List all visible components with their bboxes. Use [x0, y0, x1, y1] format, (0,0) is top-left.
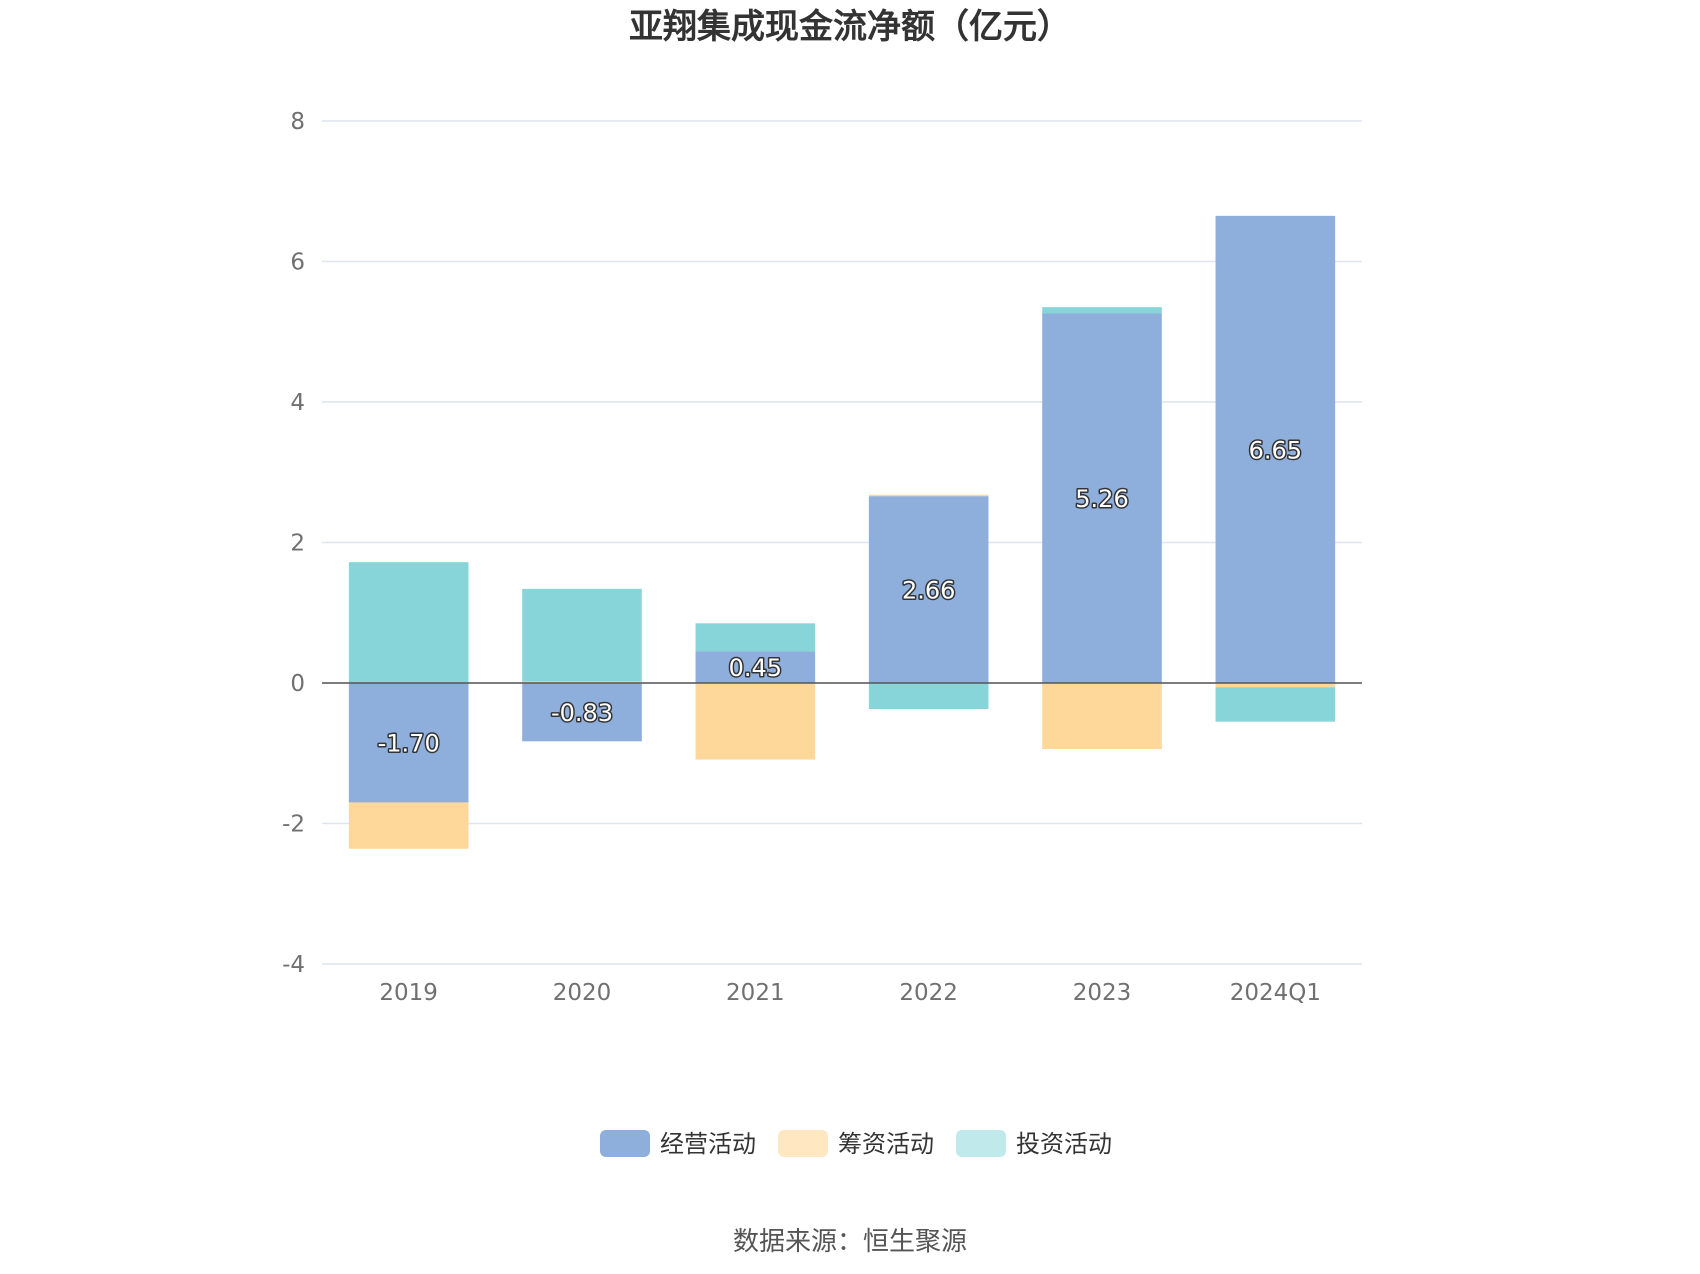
- x-tick-label: 2022: [899, 980, 958, 1006]
- data-label: 6.65: [1249, 436, 1302, 464]
- data-label: 5.26: [1075, 485, 1128, 513]
- y-tick-label: 2: [290, 531, 305, 557]
- legend-swatch: [956, 1130, 1006, 1157]
- bar-segment: [348, 562, 469, 683]
- bar-segment: [695, 623, 816, 652]
- data-label: 0.45: [729, 654, 782, 682]
- data-label: -0.83: [551, 699, 613, 727]
- legend-label: 投资活动: [1016, 1130, 1112, 1158]
- x-axis: 2019 2020 2021 2022 2023 2024Q1: [379, 980, 1321, 1006]
- bar-segment: [695, 683, 816, 760]
- x-tick-label: 2020: [553, 980, 612, 1006]
- x-tick-label: 2024Q1: [1230, 980, 1321, 1006]
- bar-segment: [1215, 687, 1336, 722]
- bar-segment: [1042, 683, 1162, 750]
- bar-segment: [695, 651, 816, 683]
- bar-segment: [1215, 215, 1336, 683]
- legend-item[interactable]: 投资活动: [956, 1130, 1112, 1158]
- x-tick-label: 2021: [726, 980, 785, 1006]
- chart-title: 亚翔集成现金流净额（亿元）: [629, 7, 1071, 47]
- bar-segment: [868, 496, 989, 683]
- y-tick-label: -4: [282, 952, 305, 978]
- y-axis: 8 6 4 2 0 -2 -4: [282, 109, 305, 978]
- legend-swatch: [778, 1130, 828, 1157]
- bar-segment: [348, 683, 469, 803]
- y-tick-label: 4: [290, 390, 305, 416]
- bar-segment: [1215, 683, 1336, 688]
- bar-segment: [348, 802, 469, 849]
- bar-segment: [522, 588, 642, 682]
- legend-label: 筹资活动: [838, 1130, 934, 1158]
- y-tick-label: -2: [282, 812, 305, 838]
- bar-segment: [868, 494, 989, 497]
- x-tick-label: 2023: [1073, 980, 1132, 1006]
- bar-segment: [868, 683, 989, 709]
- bars: [348, 215, 1336, 849]
- legend-item[interactable]: 经营活动: [600, 1130, 756, 1158]
- x-tick-label: 2019: [379, 980, 438, 1006]
- legend-label: 经营活动: [660, 1130, 756, 1158]
- data-labels: -1.70 -0.83 0.45 2.66 5.26 6.65: [376, 435, 1303, 759]
- y-tick-label: 0: [290, 671, 305, 697]
- bar-segment: [522, 683, 642, 742]
- legend: 经营活动 筹资活动 投资活动: [600, 1130, 1112, 1158]
- data-label: 2.66: [902, 577, 955, 605]
- bar-segment: [1042, 307, 1162, 314]
- legend-swatch: [600, 1130, 650, 1157]
- source-note: 数据来源：恒生聚源: [733, 1227, 967, 1257]
- legend-item[interactable]: 筹资活动: [778, 1130, 934, 1158]
- y-tick-label: 8: [290, 109, 305, 135]
- grid-lines: [322, 120, 1362, 965]
- bar-segment: [1042, 313, 1162, 683]
- y-tick-label: 6: [290, 250, 305, 276]
- data-label: -1.70: [378, 730, 440, 758]
